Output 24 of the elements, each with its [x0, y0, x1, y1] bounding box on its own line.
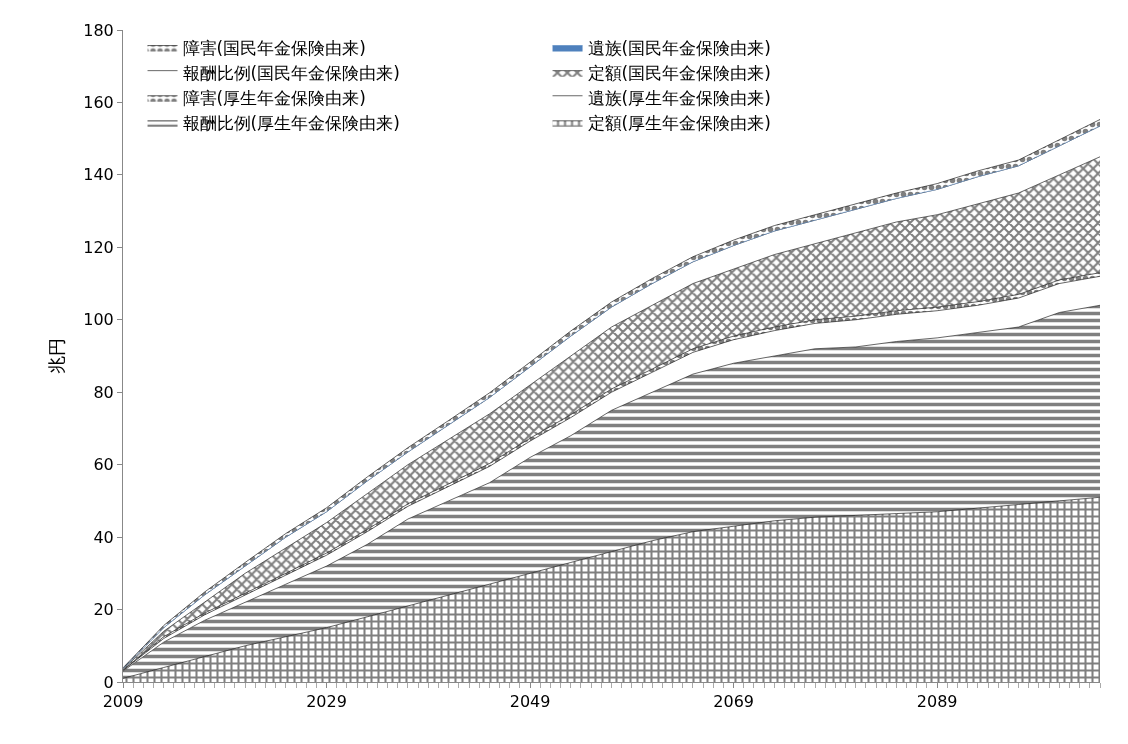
legend-label: 定額(厚生年金保険由来) — [587, 113, 771, 134]
y-tick-label: 60 — [93, 455, 114, 475]
y-tick-label: 20 — [93, 600, 114, 620]
x-tick-label: 2029 — [306, 692, 347, 712]
y-tick-label: 160 — [83, 93, 114, 113]
x-tick-label: 2049 — [509, 692, 551, 712]
y-tick-label: 0 — [103, 672, 114, 692]
legend-label: 定額(国民年金保険由来) — [587, 63, 771, 84]
legend-label: 報酬比例(国民年金保険由来) — [182, 63, 400, 84]
y-tick-label: 40 — [93, 527, 114, 547]
x-tick-label: 2089 — [916, 692, 958, 712]
y-tick-label: 80 — [93, 382, 114, 402]
y-tick-label: 140 — [83, 165, 114, 185]
y-tick-label: 100 — [83, 310, 114, 330]
x-tick-label: 2069 — [713, 692, 754, 712]
legend-label: 障害(厚生年金保険由来) — [182, 88, 366, 109]
legend-label: 遺族(厚生年金保険由来) — [587, 88, 771, 109]
y-axis-title: 兆円 — [46, 338, 68, 374]
legend-label: 障害(国民年金保険由来) — [182, 38, 366, 59]
legend-label: 遺族(国民年金保険由来) — [587, 38, 771, 59]
y-tick-label: 180 — [83, 20, 114, 40]
legend-label: 報酬比例(厚生年金保険由来) — [182, 113, 400, 134]
x-tick-label: 2009 — [102, 692, 144, 712]
y-tick-label: 120 — [83, 237, 114, 257]
